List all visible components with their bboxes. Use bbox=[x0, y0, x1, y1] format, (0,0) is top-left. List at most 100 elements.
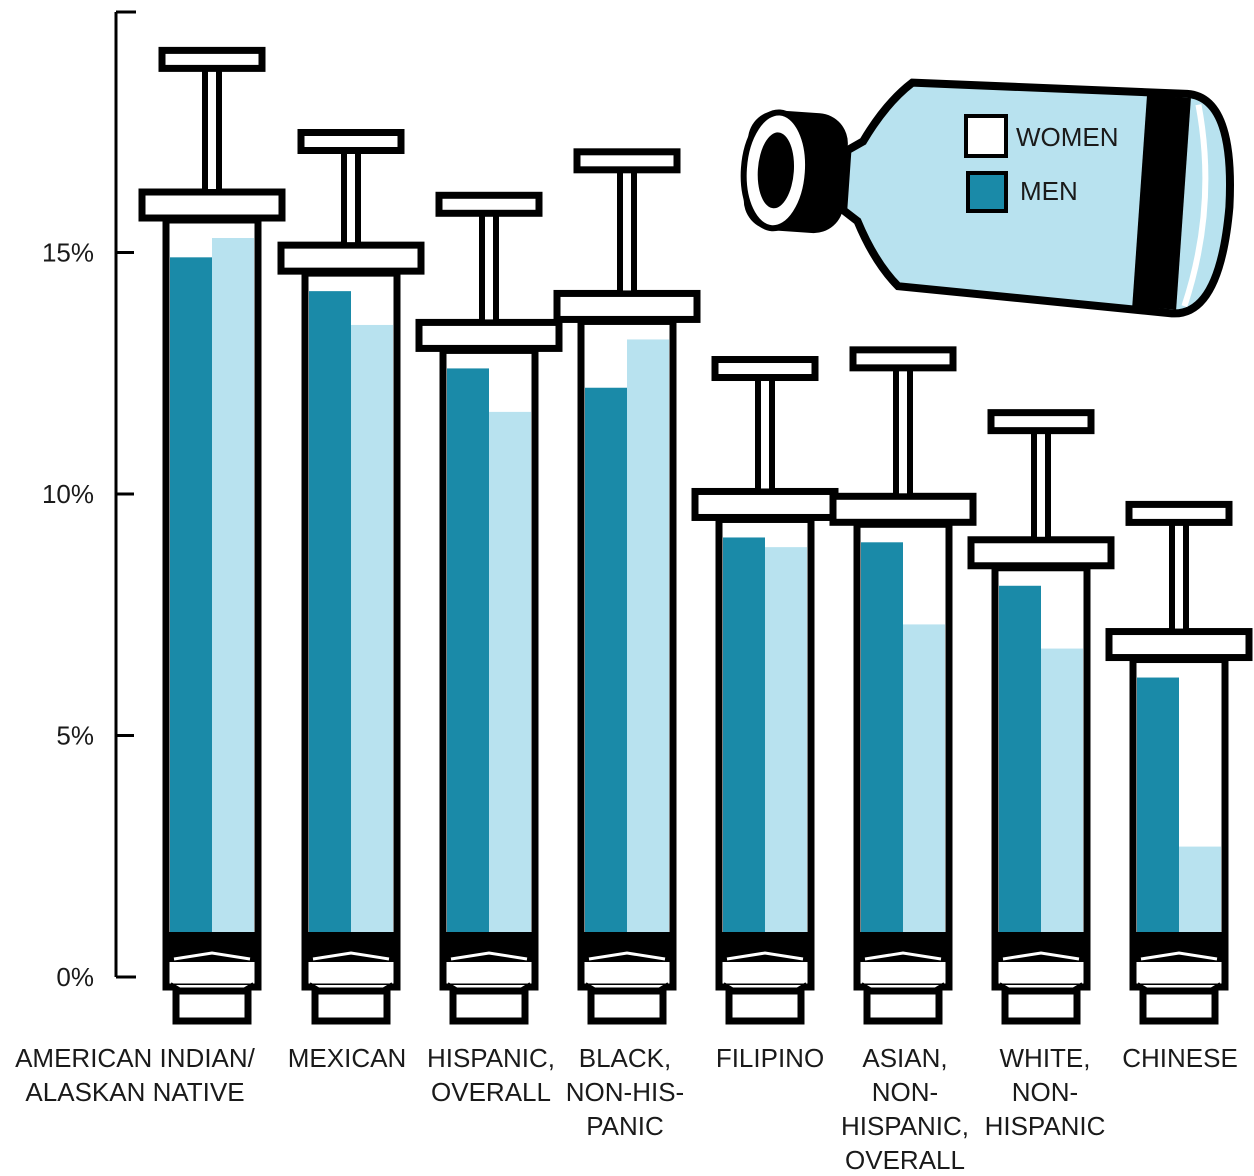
bottle-body bbox=[839, 78, 1234, 318]
category-label: WHITE, NON- HISPANIC bbox=[985, 1043, 1106, 1141]
syringe-8 bbox=[1105, 500, 1253, 1025]
y-tick-label: 5% bbox=[56, 721, 94, 751]
bar-men bbox=[585, 387, 627, 932]
plunger-rod bbox=[202, 61, 222, 196]
bar-women bbox=[765, 547, 807, 932]
category-label-line: NON- bbox=[1012, 1077, 1078, 1107]
plunger-cap bbox=[297, 129, 405, 154]
category-label: AMERICAN INDIAN/ALASKAN NATIVE bbox=[15, 1043, 256, 1107]
syringe-nozzle bbox=[311, 987, 391, 1025]
bar-women bbox=[1041, 648, 1083, 932]
category-labels: AMERICAN INDIAN/ALASKAN NATIVE MEXICAN HIS… bbox=[15, 1043, 1238, 1175]
category-label: MEXICAN bbox=[288, 1043, 406, 1073]
syringe-flange bbox=[967, 536, 1115, 570]
syringe-7 bbox=[967, 409, 1115, 1025]
category-label: CHINESE bbox=[1122, 1043, 1238, 1073]
plunger-rod bbox=[755, 370, 775, 495]
bar-men bbox=[861, 542, 903, 932]
bottle-cap-inner bbox=[757, 132, 795, 209]
plunger-rod bbox=[617, 162, 637, 297]
plunger-rod bbox=[1031, 423, 1051, 543]
legend-label-women: WOMEN bbox=[1016, 122, 1119, 152]
syringe-nozzle bbox=[172, 987, 252, 1025]
stopper-highlight bbox=[726, 951, 804, 961]
bar-women bbox=[351, 324, 393, 932]
category-label-line: OVERALL bbox=[845, 1145, 965, 1175]
syringe-flange bbox=[1105, 628, 1253, 662]
syringe-nozzle bbox=[1139, 987, 1219, 1025]
category-label-line: CHINESE bbox=[1122, 1043, 1238, 1073]
category-label-line: NON- bbox=[872, 1077, 938, 1107]
category-label-line: OVERALL bbox=[431, 1077, 551, 1107]
syringe-flange bbox=[138, 188, 286, 222]
category-label-line: BLACK, bbox=[579, 1043, 672, 1073]
plunger-cap bbox=[435, 191, 543, 217]
plunger-rod bbox=[479, 206, 499, 326]
y-tick-label: 15% bbox=[42, 238, 94, 268]
bar-women bbox=[627, 339, 669, 932]
plunger-cap bbox=[849, 346, 957, 372]
syringe-nozzle bbox=[449, 987, 529, 1025]
legend-swatch-women bbox=[964, 114, 1008, 158]
bar-men bbox=[309, 291, 351, 932]
category-label-line: ASIAN, bbox=[862, 1043, 947, 1073]
bar-women bbox=[903, 624, 945, 932]
plunger-rod bbox=[1169, 515, 1189, 635]
stopper-highlight bbox=[1002, 951, 1080, 961]
stopper-highlight bbox=[588, 951, 666, 961]
syringe-flange bbox=[829, 492, 977, 526]
bar-women bbox=[1179, 846, 1221, 932]
plunger-rod bbox=[341, 143, 361, 249]
syringe-5 bbox=[691, 356, 839, 1025]
category-label: ASIAN, NON- HISPANIC, OVERALL bbox=[841, 1043, 969, 1175]
syringe-flange bbox=[691, 487, 839, 521]
bar-men bbox=[447, 368, 489, 932]
syringe-flange bbox=[553, 289, 701, 323]
plunger-cap bbox=[158, 46, 266, 72]
category-label: FILIPINO bbox=[716, 1043, 824, 1073]
syringe-nozzle bbox=[1001, 987, 1081, 1025]
stopper-highlight bbox=[864, 951, 942, 961]
syringe-nozzle bbox=[587, 987, 667, 1025]
category-label-line: NON-HIS- bbox=[566, 1077, 684, 1107]
category-label: BLACK, NON-HIS- PANIC bbox=[566, 1043, 684, 1141]
legend: WOMEN MEN bbox=[740, 78, 1234, 318]
y-axis: 0% 5% 10% 15% bbox=[42, 10, 136, 992]
category-label: HISPANIC, OVERALL bbox=[427, 1043, 555, 1107]
bar-women bbox=[489, 411, 531, 932]
bar-men bbox=[723, 537, 765, 932]
category-label-line: HISPANIC, bbox=[427, 1043, 555, 1073]
stopper-highlight bbox=[1140, 951, 1218, 961]
bar-men bbox=[1137, 677, 1179, 932]
syringe-3 bbox=[415, 191, 563, 1025]
bar-women bbox=[212, 238, 254, 932]
legend-swatch-men bbox=[966, 171, 1008, 213]
category-label-line: PANIC bbox=[586, 1111, 664, 1141]
category-label-line: HISPANIC bbox=[985, 1111, 1106, 1141]
syringe-nozzle bbox=[863, 987, 943, 1025]
syringe-1 bbox=[138, 46, 286, 1025]
syringe-flange bbox=[277, 241, 425, 275]
category-label-line: ALASKAN NATIVE bbox=[25, 1077, 244, 1107]
category-label-line: FILIPINO bbox=[716, 1043, 824, 1073]
bottle-highlight bbox=[1181, 104, 1209, 308]
stopper-highlight bbox=[312, 951, 390, 961]
category-label-line: WHITE, bbox=[1000, 1043, 1091, 1073]
syringe-2 bbox=[277, 129, 425, 1025]
category-label-line: MEXICAN bbox=[288, 1043, 406, 1073]
category-label-line: HISPANIC, bbox=[841, 1111, 969, 1141]
syringe-6 bbox=[829, 346, 977, 1025]
syringe-nozzle bbox=[725, 987, 805, 1025]
bottle-icon bbox=[740, 78, 1234, 318]
syringe-4 bbox=[553, 148, 701, 1025]
stopper-highlight bbox=[450, 951, 528, 961]
syringe-bars bbox=[138, 46, 1253, 1025]
y-tick-label: 10% bbox=[42, 479, 94, 509]
plunger-cap bbox=[711, 356, 819, 382]
y-tick-label: 0% bbox=[56, 962, 94, 992]
syringe-flange bbox=[415, 318, 563, 352]
plunger-rod bbox=[893, 360, 913, 500]
bottle-band bbox=[1132, 95, 1191, 310]
bar-men bbox=[170, 257, 212, 933]
